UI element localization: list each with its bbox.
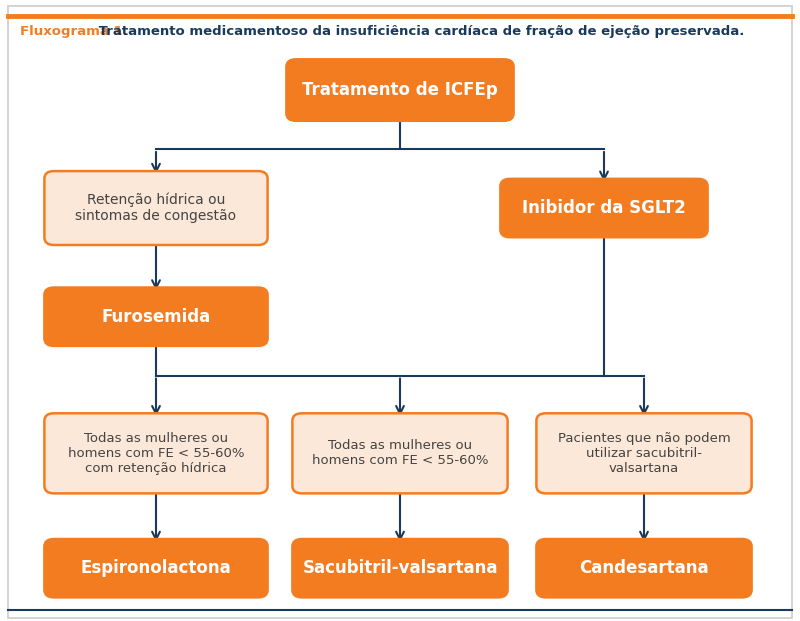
FancyBboxPatch shape — [45, 288, 267, 346]
FancyBboxPatch shape — [537, 539, 752, 597]
Text: Inibidor da SGLT2: Inibidor da SGLT2 — [522, 199, 686, 217]
FancyBboxPatch shape — [293, 414, 508, 493]
Text: Pacientes que não podem
utilizar sacubitril-
valsartana: Pacientes que não podem utilizar sacubit… — [558, 432, 730, 475]
Text: Sacubitril-valsartana: Sacubitril-valsartana — [302, 560, 498, 577]
Text: Candesartana: Candesartana — [579, 560, 709, 577]
Text: Espironolactona: Espironolactona — [81, 560, 231, 577]
Text: Tratamento medicamentoso da insuficiência cardíaca de fração de ejeção preservad: Tratamento medicamentoso da insuficiênci… — [94, 25, 744, 38]
FancyBboxPatch shape — [45, 171, 267, 245]
Text: Retenção hídrica ou
sintomas de congestão: Retenção hídrica ou sintomas de congestã… — [75, 193, 237, 224]
Text: Tratamento de ICFEp: Tratamento de ICFEp — [302, 81, 498, 99]
FancyBboxPatch shape — [293, 539, 508, 597]
FancyBboxPatch shape — [501, 179, 707, 237]
FancyBboxPatch shape — [45, 539, 267, 597]
Text: Todas as mulheres ou
homens com FE < 55-60%
com retenção hídrica: Todas as mulheres ou homens com FE < 55-… — [68, 432, 244, 475]
FancyBboxPatch shape — [45, 414, 267, 493]
Text: Todas as mulheres ou
homens com FE < 55-60%: Todas as mulheres ou homens com FE < 55-… — [312, 439, 488, 468]
Text: Furosemida: Furosemida — [102, 308, 210, 325]
FancyBboxPatch shape — [537, 414, 752, 493]
FancyBboxPatch shape — [286, 60, 514, 120]
Text: Fluxograma 1.: Fluxograma 1. — [20, 25, 128, 38]
